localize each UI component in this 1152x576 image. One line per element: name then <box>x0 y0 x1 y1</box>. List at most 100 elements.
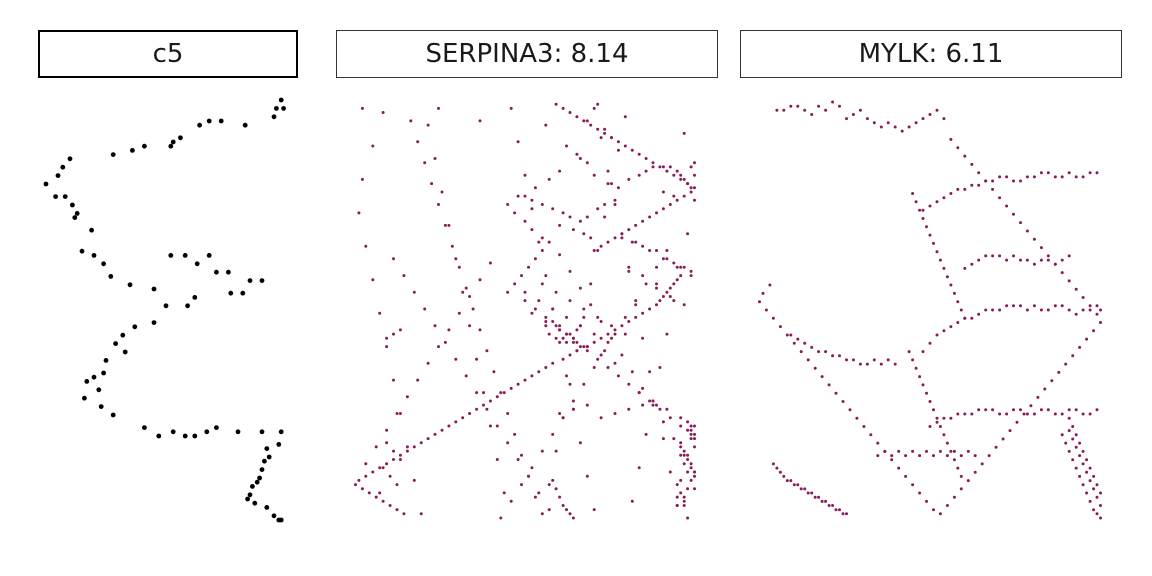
point-mylk <box>872 358 876 362</box>
point-serpina3 <box>627 320 631 323</box>
point-serpina3 <box>627 407 631 411</box>
point-mylk <box>817 495 821 499</box>
point-mylk <box>1085 337 1089 341</box>
point-serpina3 <box>475 391 479 395</box>
point-mylk <box>799 487 803 491</box>
point-mylk <box>1095 171 1099 175</box>
point-mylk <box>977 312 981 316</box>
point-mylk <box>925 449 928 453</box>
point-c5 <box>89 227 94 233</box>
point-serpina3 <box>613 332 617 336</box>
point-serpina3 <box>644 169 648 173</box>
point-serpina3 <box>502 391 506 395</box>
point-serpina3 <box>620 353 624 357</box>
point-c5 <box>252 500 258 506</box>
point-serpina3 <box>672 282 676 286</box>
point-serpina3 <box>637 391 641 395</box>
point-mylk <box>1078 474 1082 478</box>
point-mylk <box>792 341 796 345</box>
point-serpina3 <box>682 265 686 269</box>
point-mylk <box>1088 308 1092 312</box>
point-c5 <box>214 269 219 275</box>
point-mylk <box>883 449 887 453</box>
point-serpina3 <box>367 491 371 495</box>
point-mylk <box>1012 254 1015 258</box>
point-serpina3 <box>644 432 648 436</box>
point-serpina3 <box>540 203 544 206</box>
point-mylk <box>956 187 960 191</box>
point-mylk <box>998 175 1002 179</box>
point-mylk <box>984 308 988 312</box>
point-c5 <box>127 282 133 288</box>
point-mylk <box>851 113 855 116</box>
point-serpina3 <box>658 165 662 169</box>
point-mylk <box>904 454 908 458</box>
point-serpina3 <box>592 173 596 177</box>
point-mylk <box>1012 212 1015 216</box>
point-serpina3 <box>571 340 575 344</box>
point-serpina3 <box>582 382 586 386</box>
point-mylk <box>1088 304 1092 308</box>
point-mylk <box>932 454 935 458</box>
point-mylk <box>1081 462 1085 466</box>
point-serpina3 <box>371 470 375 474</box>
point-mylk <box>1039 408 1043 412</box>
point-c5 <box>67 156 73 162</box>
point-serpina3 <box>682 303 686 307</box>
point-serpina3 <box>686 458 690 461</box>
point-serpina3 <box>433 324 437 328</box>
point-mylk <box>973 454 977 458</box>
point-serpina3 <box>603 203 607 206</box>
point-serpina3 <box>693 437 696 441</box>
point-mylk <box>914 121 918 125</box>
point-mylk <box>991 408 995 412</box>
point-mylk <box>942 266 946 270</box>
point-mylk <box>1012 408 1015 412</box>
point-c5 <box>182 433 188 439</box>
point-mylk <box>879 125 883 129</box>
point-c5 <box>142 425 147 430</box>
point-serpina3 <box>686 487 690 491</box>
point-mylk <box>1071 354 1075 358</box>
point-mylk <box>1025 258 1029 262</box>
point-mylk <box>1053 412 1057 416</box>
point-mylk <box>1019 408 1022 412</box>
point-serpina3 <box>565 332 568 336</box>
point-mylk <box>1039 258 1043 262</box>
point-mylk <box>991 254 995 258</box>
point-serpina3 <box>606 182 610 186</box>
point-mylk <box>1060 433 1064 437</box>
point-mylk <box>1005 412 1009 416</box>
point-mylk <box>1074 466 1078 470</box>
point-mylk <box>796 483 800 487</box>
point-mylk <box>921 117 925 121</box>
point-serpina3 <box>568 382 572 386</box>
point-serpina3 <box>661 165 665 169</box>
point-serpina3 <box>596 207 600 211</box>
point-mylk <box>998 308 1002 312</box>
point-serpina3 <box>523 378 527 382</box>
point-mylk <box>834 391 838 395</box>
point-serpina3 <box>537 370 541 374</box>
point-serpina3 <box>506 290 510 294</box>
point-mylk <box>1088 466 1092 470</box>
point-c5 <box>278 429 284 435</box>
point-serpina3 <box>568 215 572 219</box>
point-mylk <box>796 337 800 341</box>
point-c5 <box>192 433 198 439</box>
point-serpina3 <box>592 106 596 110</box>
point-serpina3 <box>610 324 613 328</box>
point-mylk <box>900 129 904 133</box>
point-serpina3 <box>599 320 603 323</box>
point-serpina3 <box>641 311 645 315</box>
point-c5 <box>151 320 157 325</box>
point-serpina3 <box>596 127 600 131</box>
point-mylk <box>935 333 939 337</box>
point-mylk <box>1095 312 1099 316</box>
point-c5 <box>101 370 106 376</box>
point-mylk <box>1095 304 1099 308</box>
point-serpina3 <box>627 382 631 386</box>
point-serpina3 <box>599 244 603 248</box>
point-mylk <box>973 470 977 474</box>
point-serpina3 <box>648 399 652 403</box>
